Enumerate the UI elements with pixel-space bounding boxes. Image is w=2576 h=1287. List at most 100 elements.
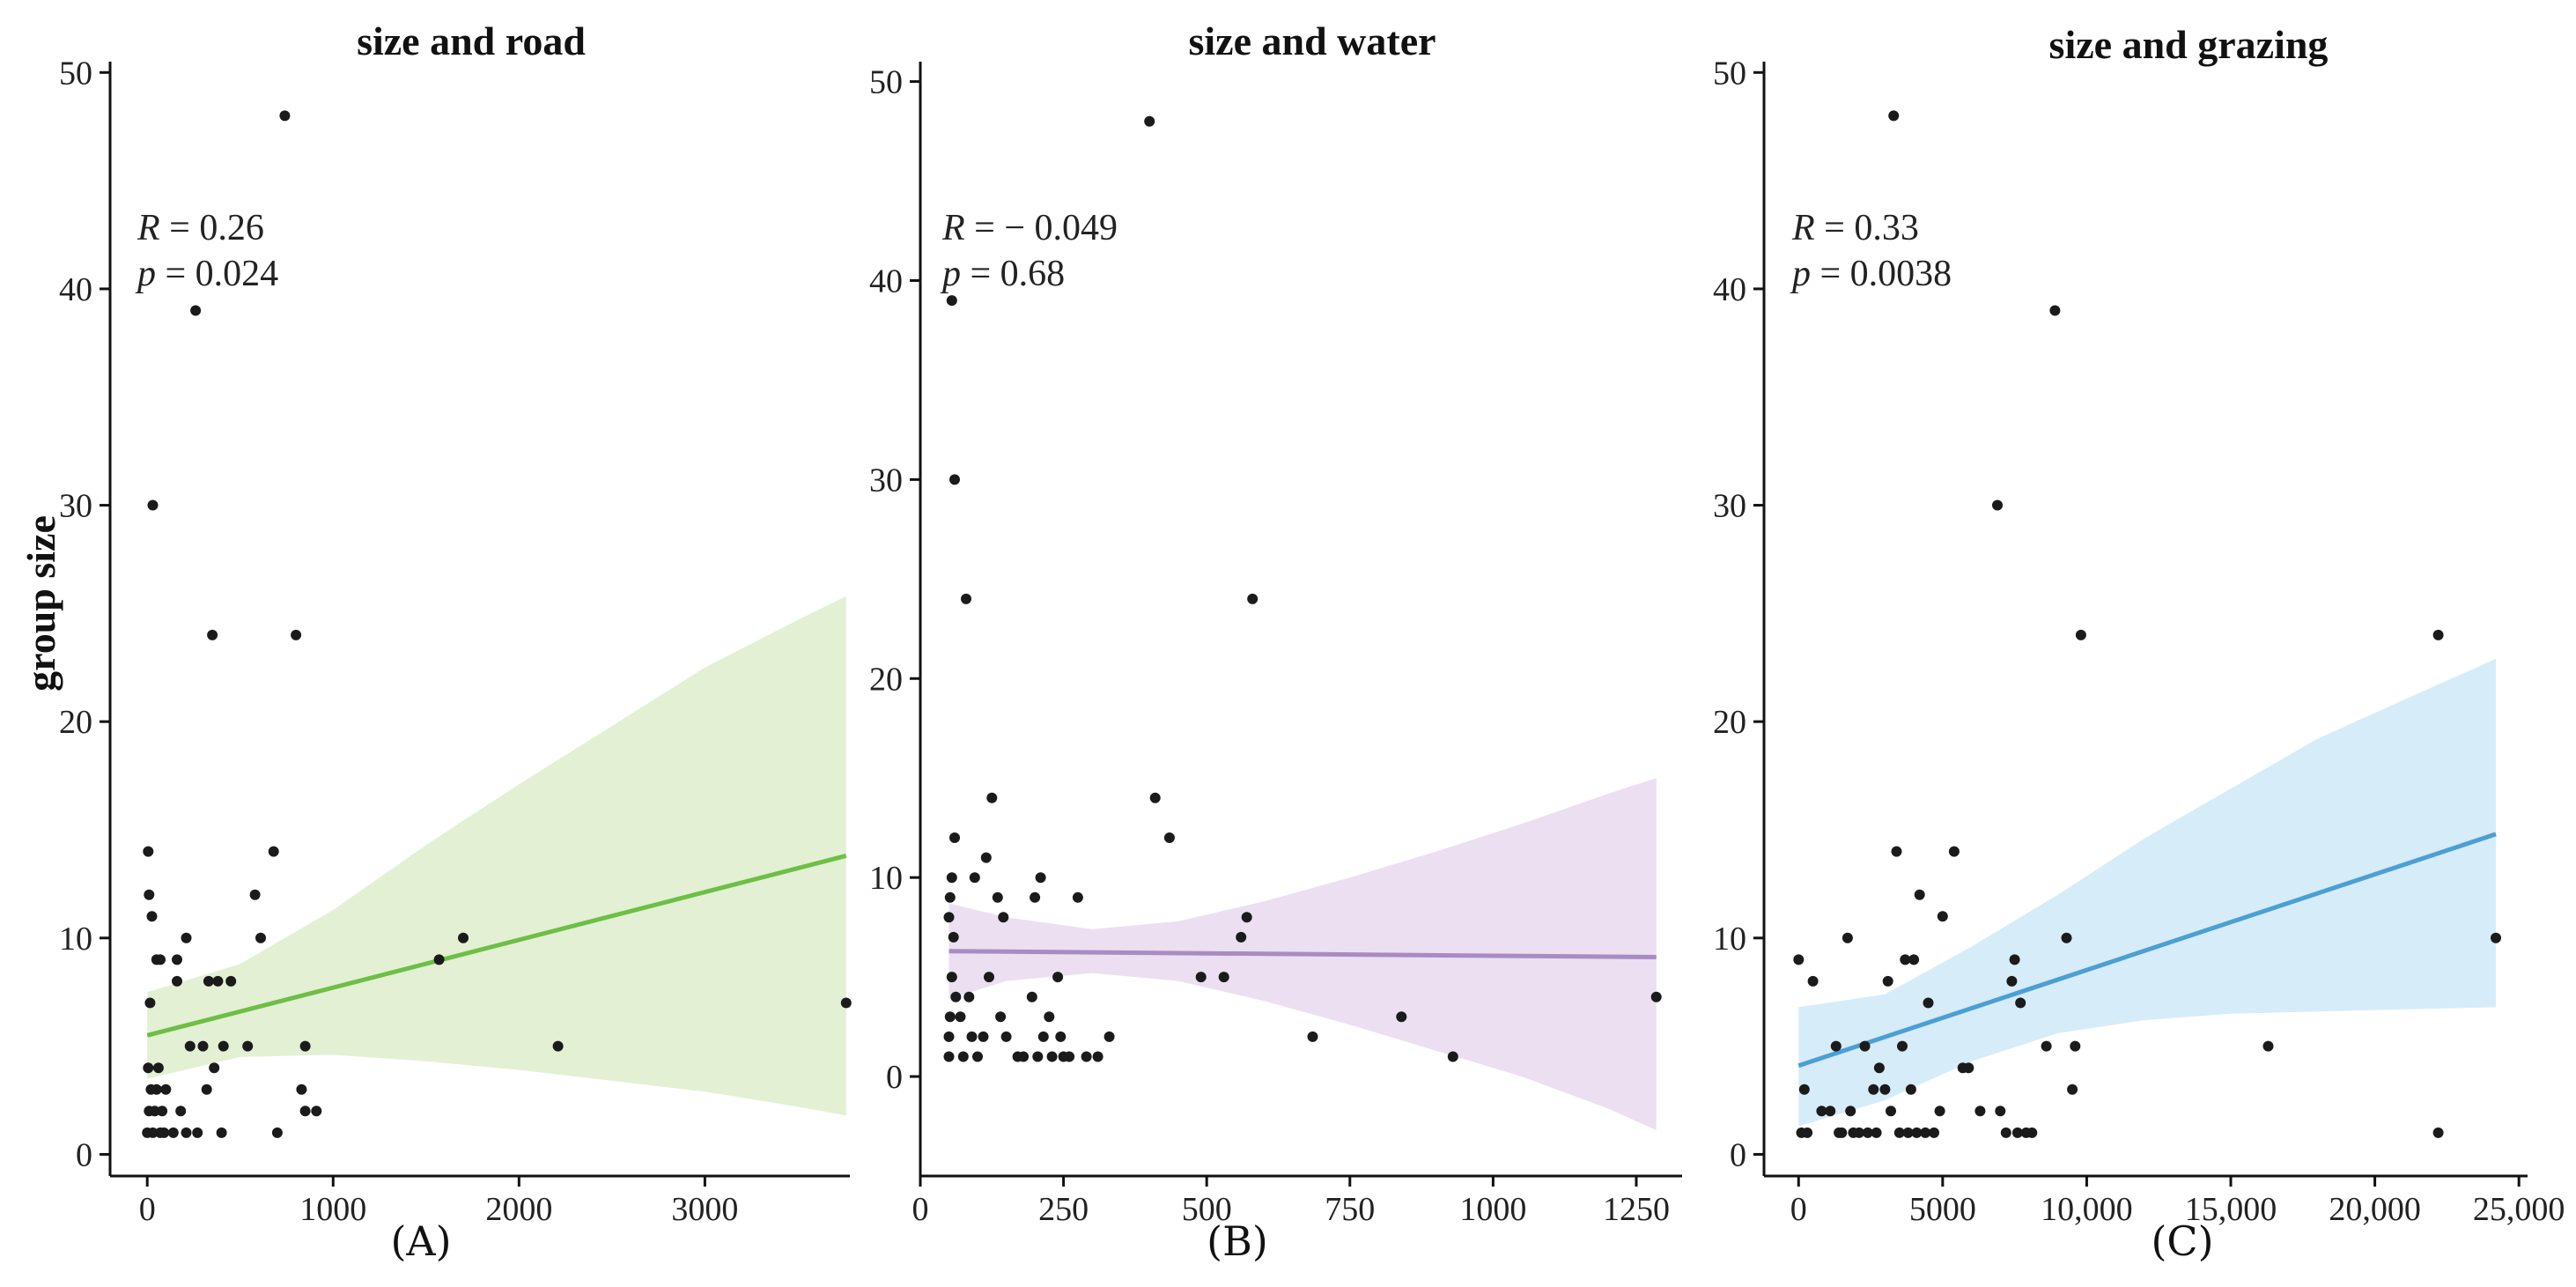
y-tick-label: 50 bbox=[59, 55, 92, 92]
data-point bbox=[1900, 954, 1911, 965]
correlation-stats: R = 0.26 p = 0.024 bbox=[135, 208, 278, 294]
data-point bbox=[1845, 1106, 1856, 1117]
data-point bbox=[2070, 1040, 2081, 1052]
data-point bbox=[249, 889, 261, 900]
data-point bbox=[972, 1051, 983, 1062]
axes: 0 10 20 30 40 50 0 1000 2000 3000 bbox=[59, 55, 850, 1228]
data-point bbox=[1914, 889, 1925, 900]
y-tick-label: 30 bbox=[59, 488, 92, 525]
x-tick-label: 0 bbox=[1790, 1191, 1807, 1228]
y-tick-label: 50 bbox=[869, 64, 903, 101]
data-point bbox=[143, 1062, 154, 1074]
data-point bbox=[1030, 891, 1041, 903]
data-points bbox=[142, 110, 852, 1138]
data-point bbox=[1802, 1127, 1813, 1138]
x-tick-label: 10,000 bbox=[2041, 1191, 2133, 1228]
data-point bbox=[984, 972, 994, 983]
panel-size-and-grazing: size and grazing 0 10 20 30 40 50 0 5000 10,000 1… bbox=[1713, 22, 2565, 1265]
data-point bbox=[1888, 110, 1900, 122]
data-point bbox=[946, 295, 957, 307]
data-point bbox=[1650, 991, 1662, 1002]
data-point bbox=[299, 1040, 311, 1052]
data-point bbox=[1825, 1106, 1836, 1117]
data-point bbox=[1032, 1051, 1044, 1062]
data-point bbox=[1081, 1051, 1092, 1062]
data-point bbox=[963, 991, 975, 1002]
x-tick-label: 750 bbox=[1325, 1191, 1375, 1228]
data-point bbox=[961, 593, 971, 604]
data-point bbox=[1992, 499, 2003, 511]
data-point bbox=[175, 1106, 187, 1117]
data-point bbox=[949, 474, 960, 485]
p-value: = 0.024 bbox=[156, 254, 278, 294]
data-point bbox=[1055, 1031, 1067, 1042]
data-point bbox=[271, 1127, 283, 1138]
x-tick-label: 500 bbox=[1182, 1191, 1232, 1228]
data-point bbox=[1911, 1127, 1923, 1138]
data-point bbox=[1072, 891, 1083, 903]
data-point bbox=[146, 911, 158, 922]
data-point bbox=[207, 629, 218, 640]
data-point bbox=[299, 1106, 311, 1117]
data-point bbox=[216, 1127, 227, 1138]
data-point bbox=[840, 997, 852, 1009]
data-point bbox=[943, 912, 955, 923]
regression-line bbox=[948, 949, 1657, 960]
data-point bbox=[1948, 846, 1960, 857]
data-point bbox=[2049, 305, 2061, 316]
regression-line bbox=[1797, 832, 2497, 1069]
r-symbol: R bbox=[137, 208, 160, 248]
data-point bbox=[160, 1084, 172, 1095]
data-point bbox=[980, 852, 992, 863]
data-points bbox=[1793, 110, 2501, 1138]
y-tick-label: 40 bbox=[59, 271, 92, 308]
data-point bbox=[1882, 975, 1893, 987]
data-point bbox=[181, 1127, 192, 1138]
p-value: = 0.0038 bbox=[1811, 254, 1952, 294]
x-tick-label: 250 bbox=[1038, 1191, 1089, 1228]
y-tick-label: 10 bbox=[1713, 921, 1746, 958]
x-tick-label: 5000 bbox=[1909, 1191, 1976, 1228]
data-point bbox=[143, 846, 154, 857]
data-point bbox=[1868, 1084, 1879, 1095]
data-point bbox=[212, 975, 224, 987]
data-point bbox=[255, 932, 266, 943]
data-point bbox=[1842, 932, 1853, 943]
data-point bbox=[1995, 1106, 2006, 1117]
data-point bbox=[159, 1127, 170, 1138]
data-points bbox=[943, 115, 1662, 1062]
r-statistic: R = 0.26 bbox=[137, 208, 264, 248]
y-tick-label: 40 bbox=[1713, 271, 1746, 308]
r-statistic: R = − 0.049 bbox=[941, 208, 1118, 248]
data-point bbox=[969, 872, 980, 884]
data-point bbox=[296, 1084, 307, 1095]
data-point bbox=[957, 1051, 969, 1062]
data-point bbox=[192, 1127, 203, 1138]
data-point bbox=[1307, 1031, 1318, 1042]
data-point bbox=[1854, 1127, 1864, 1138]
x-tick-label: 1250 bbox=[1603, 1191, 1670, 1228]
y-tick-label: 10 bbox=[869, 860, 903, 897]
data-point bbox=[2432, 1127, 2444, 1138]
data-point bbox=[950, 991, 962, 1002]
data-point bbox=[1934, 1106, 1945, 1117]
x-tick-label: 3000 bbox=[671, 1191, 738, 1228]
data-point bbox=[1163, 832, 1175, 843]
data-point bbox=[946, 872, 957, 884]
data-point bbox=[1807, 975, 1819, 987]
data-point bbox=[1064, 1051, 1075, 1062]
data-point bbox=[1793, 954, 1805, 965]
data-point bbox=[1937, 911, 1948, 922]
r-value: = − 0.049 bbox=[965, 208, 1118, 248]
data-point bbox=[147, 499, 159, 511]
data-point bbox=[552, 1040, 564, 1052]
data-point bbox=[2006, 975, 2018, 987]
data-point bbox=[1862, 1127, 1873, 1138]
data-point bbox=[1830, 1040, 1842, 1052]
data-point bbox=[311, 1106, 322, 1117]
data-point bbox=[268, 846, 279, 857]
y-tick-label: 50 bbox=[1713, 55, 1746, 92]
panel-title: size and grazing bbox=[2049, 22, 2329, 67]
